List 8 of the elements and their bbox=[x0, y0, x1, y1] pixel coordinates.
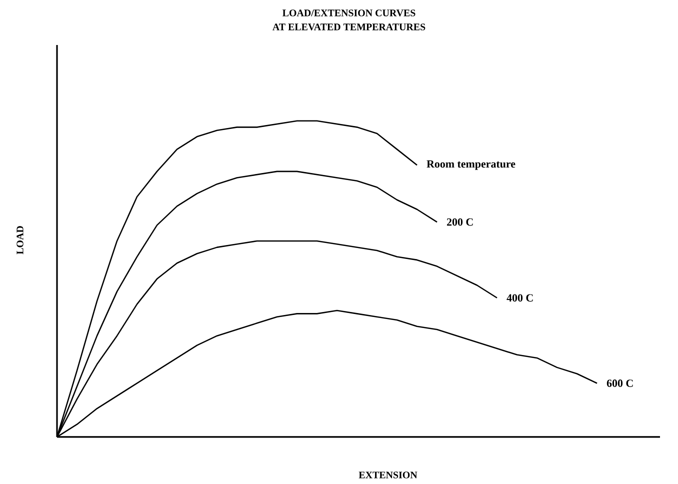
x-axis-title: EXTENSION bbox=[358, 472, 418, 478]
series-label: 200 C bbox=[446, 218, 473, 226]
y-axis-title: LOAD bbox=[16, 226, 24, 254]
chart-title: LOAD/EXTENSION CURVES bbox=[282, 10, 416, 16]
series-label: Room temperature bbox=[426, 160, 516, 170]
series-label: 600 C bbox=[606, 380, 633, 387]
chart-subtitle: AT ELEVATED TEMPERATURES bbox=[272, 24, 426, 30]
series-label: 400 C bbox=[506, 294, 533, 302]
